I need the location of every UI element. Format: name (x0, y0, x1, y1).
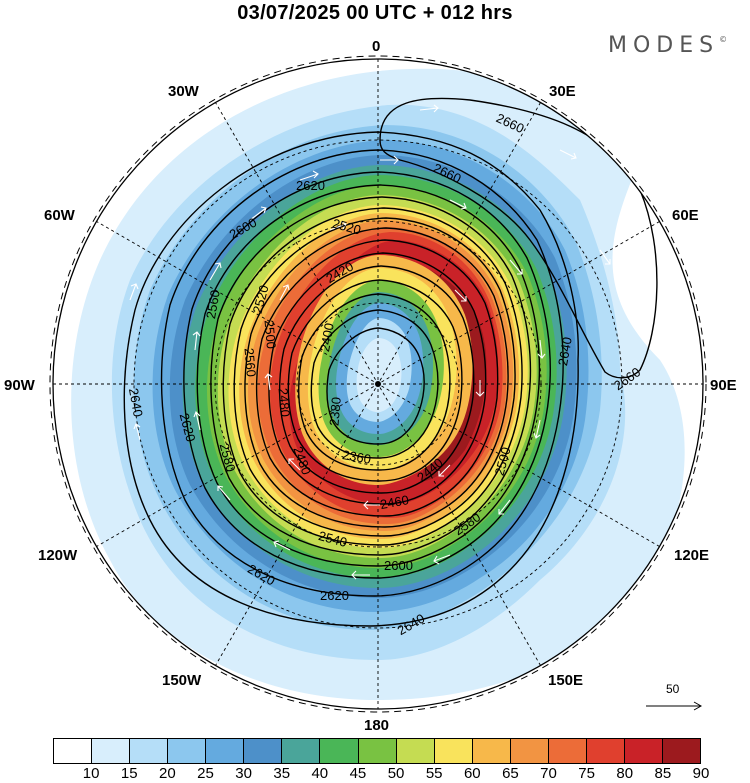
contour-2420 (287, 279, 463, 482)
colorbar-label: 20 (159, 765, 176, 782)
colorbar-box (547, 738, 586, 764)
contour-label: 2520 (331, 216, 363, 238)
colorbar-box (662, 738, 702, 764)
colorbar-box (319, 738, 358, 764)
brand-mark: © (719, 35, 728, 44)
contour-label: 2620 (296, 178, 325, 193)
colorbar-box (433, 738, 472, 764)
lon-label-180: 180 (364, 717, 389, 730)
contour-2620 (160, 149, 564, 597)
contour-label: 2460 (379, 492, 410, 512)
lon-label-120w: 120W (38, 547, 78, 564)
colorbar-label: 35 (273, 765, 291, 782)
contour-2580 (196, 184, 541, 567)
colorbar-box (281, 738, 320, 764)
contour-2560 (210, 196, 532, 556)
lon-label-60w: 60W (44, 207, 76, 224)
colorbar-label: 85 (654, 765, 672, 782)
contour-label: 2560 (241, 347, 258, 377)
contour-label: 2580 (217, 442, 239, 474)
colorbar-label: 45 (349, 765, 367, 782)
colorbar-label: 50 (387, 765, 405, 782)
colorbar-label: 75 (578, 765, 595, 782)
lon-label-150w: 150W (162, 672, 202, 689)
contour-label: 2540 (317, 528, 349, 550)
contour-2500 (244, 227, 509, 528)
map-boundary (52, 58, 704, 710)
contour-label: 2620 (177, 412, 199, 444)
lon-label-30e: 30E (549, 83, 576, 100)
contour-2480 (255, 239, 499, 517)
contour-label: 2560 (203, 289, 223, 320)
contour-2360 (326, 327, 425, 445)
contour-2380 (310, 309, 439, 459)
contour-label: 2400 (317, 322, 337, 353)
contour-label: 2380 (326, 396, 343, 426)
colorbar-box (91, 738, 130, 764)
colorbar-label: 15 (120, 765, 138, 782)
colorbar-box (395, 738, 434, 764)
brand-logo: MODES© (608, 33, 727, 58)
colorbar-box (585, 738, 624, 764)
longitude-labels: 0 30E 60E 90E 120E 150E 180 150W 120W 90… (4, 38, 737, 730)
lon-label-120e: 120E (674, 547, 709, 564)
colorbar-box (509, 738, 548, 764)
map-title: 03/07/2025 00 UTC + 012 hrs (237, 2, 513, 24)
colorbar-label: 25 (197, 765, 214, 782)
colorbar-labels: 10 15 20 25 30 35 40 45 50 55 60 65 70 75 80 85 90 (53, 765, 710, 783)
colorbar-label: 30 (235, 765, 252, 782)
lon-label-30w: 30W (168, 83, 200, 100)
contour-2460 (268, 252, 487, 505)
colorbar-box (129, 738, 168, 764)
lon-label-0: 0 (372, 38, 380, 55)
lon-label-90e: 90E (710, 377, 737, 394)
contour-2600 (183, 171, 551, 579)
contour-label: 2360 (341, 447, 372, 467)
contour-label: 2480 (275, 387, 292, 417)
contour-2640 (123, 131, 579, 627)
height-contours (123, 97, 658, 627)
shade-inner-pale (356, 338, 402, 413)
brand-text: MODES (608, 33, 720, 58)
lon-label-60e: 60E (672, 207, 699, 224)
colorbar-box (623, 738, 662, 764)
wind-vectors (129, 104, 611, 580)
colorbar-label: 40 (311, 765, 329, 782)
colorbar-label: 80 (616, 765, 634, 782)
lon-label-90w: 90W (4, 377, 36, 394)
colorbar-box (53, 738, 92, 764)
wind-scale-arrow (646, 701, 703, 711)
colorbar (53, 738, 702, 764)
contour-label: 2520 (250, 283, 272, 315)
colorbar-box (471, 738, 510, 764)
contour-2440 (278, 265, 475, 494)
colorbar-box (167, 738, 206, 764)
colorbar-label: 10 (82, 765, 100, 782)
colorbar-label: 60 (463, 765, 481, 782)
boundary-ticks (49, 55, 707, 713)
wind-scale-label: 50 (666, 682, 680, 696)
polar-map: 2660 2660 2660 2640 2640 2640 2620 2620 … (4, 38, 737, 730)
colorbar-label: 90 (692, 765, 710, 782)
colorbar-label: 70 (540, 765, 557, 782)
contour-2520 (233, 217, 516, 537)
colorbar-box (205, 738, 244, 764)
contour-2540 (222, 207, 523, 546)
lon-label-150e: 150E (548, 672, 583, 689)
colorbar-label: 55 (425, 765, 443, 782)
contour-label: 2500 (492, 445, 514, 477)
colorbar-box (243, 738, 282, 764)
contour-2660 (379, 97, 658, 379)
contour-label: 2640 (555, 336, 575, 367)
contour-label: 2600 (384, 558, 413, 573)
contour-2400 (298, 293, 451, 471)
colorbar-label: 65 (502, 765, 519, 782)
contour-label: 2640 (126, 387, 146, 418)
colorbar-box (357, 738, 396, 764)
contour-label: 2620 (320, 588, 349, 603)
contour-label: 2500 (261, 319, 278, 349)
south-pole-marker (375, 381, 381, 387)
